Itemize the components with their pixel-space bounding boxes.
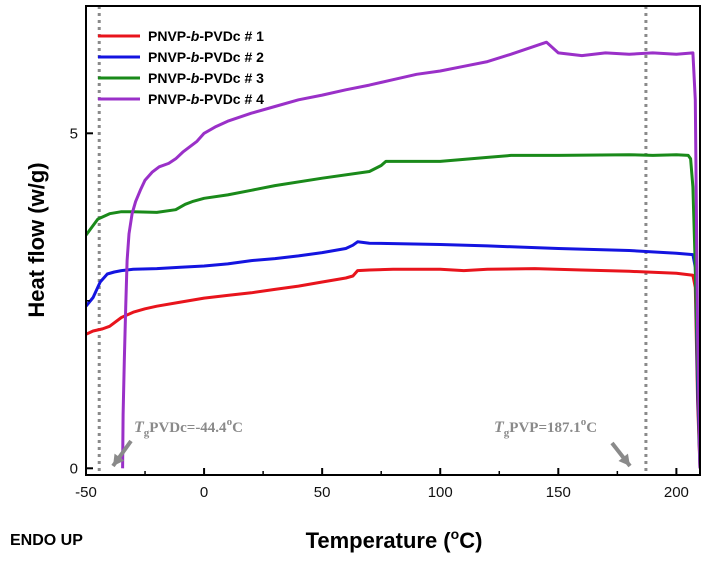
x-tick-label: 100 [428,484,453,501]
legend-label-3: PNVP-b-PVDc # 3 [148,70,264,86]
x-tick-label: 150 [546,484,571,501]
x-tick-label: 50 [314,484,331,501]
series-line-2 [86,240,700,469]
x-tick-label: 0 [200,484,208,501]
x-tick-label: 200 [664,484,689,501]
x-axis-title-unit: C) [459,528,482,553]
axis-ticks: -50 0 50 100 150 200 0 5 [70,125,689,501]
glass-transition-lines [97,6,648,475]
x-axis-title-degree: o [451,526,460,542]
y-tick-label: 5 [70,125,78,142]
tg-pvdc-label: TgPVDc=-44.4oC [134,416,243,439]
endo-up-label: ENDO UP [10,532,83,549]
plot-frame [85,5,701,476]
x-tick-label: -50 [75,484,97,501]
series-line-4 [121,40,700,469]
series-line-3 [86,153,700,469]
tg-pvp-arrow-icon [610,441,632,468]
x-axis-title: Temperature (oC) [306,526,483,553]
annotations: TgPVDc=-44.4oC TgPVP=187.1oC [111,416,632,468]
y-axis-title: Heat flow (w/g) [24,162,49,317]
legend: PNVP-b-PVDc # 1 PNVP-b-PVDc # 2 PNVP-b-PVD… [98,28,264,107]
legend-label-1: PNVP-b-PVDc # 1 [148,28,264,44]
legend-label-4: PNVP-b-PVDc # 4 [148,91,264,107]
tg-pvdc-arrow-icon [111,439,133,468]
series-layer [86,40,700,469]
y-tick-label: 0 [70,460,78,477]
x-axis-title-main: Temperature ( [306,528,452,553]
tg-pvp-label: TgPVP=187.1oC [494,416,597,439]
series-line-1 [86,267,700,469]
legend-label-2: PNVP-b-PVDc # 2 [148,49,264,65]
